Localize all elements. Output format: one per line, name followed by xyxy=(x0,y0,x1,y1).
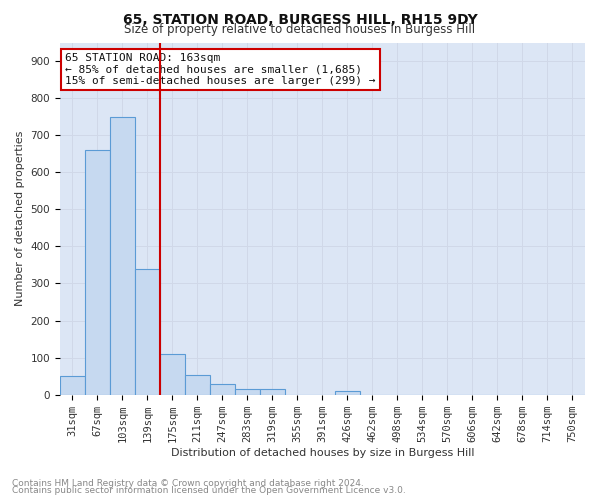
Text: Contains HM Land Registry data © Crown copyright and database right 2024.: Contains HM Land Registry data © Crown c… xyxy=(12,478,364,488)
Bar xyxy=(135,268,160,394)
Bar xyxy=(210,384,235,394)
Text: 65 STATION ROAD: 163sqm
← 85% of detached houses are smaller (1,685)
15% of semi: 65 STATION ROAD: 163sqm ← 85% of detache… xyxy=(65,53,376,86)
Text: Contains public sector information licensed under the Open Government Licence v3: Contains public sector information licen… xyxy=(12,486,406,495)
Bar xyxy=(235,389,260,394)
Bar xyxy=(260,389,285,394)
Bar xyxy=(160,354,185,395)
Bar xyxy=(185,376,210,394)
Bar xyxy=(85,150,110,394)
Bar xyxy=(335,391,360,394)
Bar xyxy=(110,116,135,394)
X-axis label: Distribution of detached houses by size in Burgess Hill: Distribution of detached houses by size … xyxy=(171,448,474,458)
Text: Size of property relative to detached houses in Burgess Hill: Size of property relative to detached ho… xyxy=(124,22,476,36)
Text: 65, STATION ROAD, BURGESS HILL, RH15 9DY: 65, STATION ROAD, BURGESS HILL, RH15 9DY xyxy=(122,12,478,26)
Bar xyxy=(60,376,85,394)
Y-axis label: Number of detached properties: Number of detached properties xyxy=(15,131,25,306)
